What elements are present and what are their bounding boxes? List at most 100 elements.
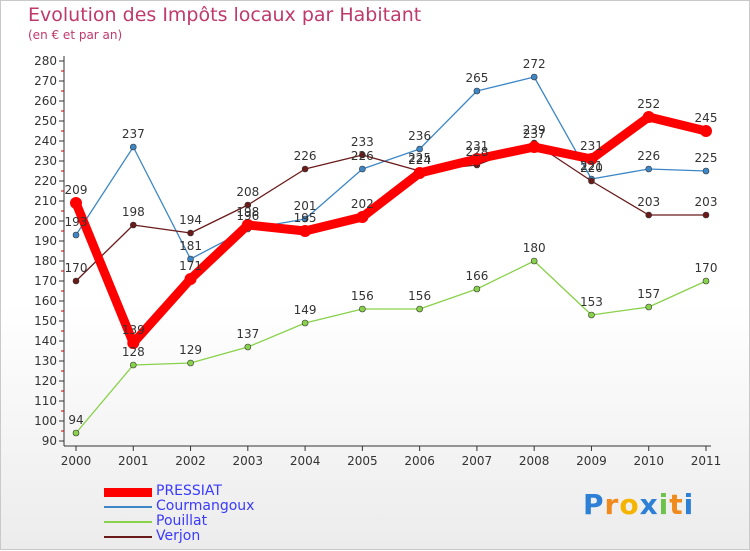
data-label-verjon: 228 xyxy=(465,145,488,159)
data-label-courmangoux: 225 xyxy=(695,151,718,165)
legend-label-verjon: Verjon xyxy=(156,528,201,544)
data-label-pressiat: 245 xyxy=(695,111,718,125)
data-point-verjon xyxy=(187,229,194,237)
data-point-pouillat xyxy=(244,343,252,351)
series-line-verjon xyxy=(75,142,707,282)
y-tick-label: 210 xyxy=(34,194,57,208)
y-tick-label: 270 xyxy=(34,74,57,88)
data-point-verjon xyxy=(702,211,710,219)
data-point-pressiat xyxy=(413,167,426,179)
y-tick-label: 140 xyxy=(34,334,57,348)
data-label-pouillat: 157 xyxy=(637,287,660,301)
data-label-verjon: 226 xyxy=(294,149,317,163)
data-point-pressiat xyxy=(127,337,140,349)
data-label-courmangoux: 236 xyxy=(408,129,431,143)
y-tick-label: 100 xyxy=(34,414,57,428)
logo-letter: x xyxy=(639,488,659,521)
chart-title: Evolution des Impôts locaux par Habitant xyxy=(28,4,422,26)
data-label-pouillat: 153 xyxy=(580,295,603,309)
legend-swatch-pouillat xyxy=(104,521,152,523)
data-point-courmangoux xyxy=(702,167,710,175)
y-tick-label: 170 xyxy=(34,274,57,288)
logo-letter: o xyxy=(619,488,640,521)
data-label-courmangoux: 201 xyxy=(294,199,317,213)
proxiti-logo: Proxiti xyxy=(583,488,694,521)
data-point-pouillat xyxy=(588,311,595,319)
legend-swatch-courmangoux xyxy=(104,506,152,508)
data-label-pouillat: 129 xyxy=(179,343,202,357)
data-point-verjon xyxy=(588,177,595,185)
data-label-pouillat: 156 xyxy=(408,289,431,303)
data-point-verjon xyxy=(129,221,137,229)
data-label-pressiat: 195 xyxy=(294,211,317,225)
data-point-courmangoux xyxy=(187,255,194,263)
legend-label-pressiat: PRESSIAT xyxy=(156,483,222,499)
logo-letter: r xyxy=(604,488,620,521)
data-point-courmangoux xyxy=(359,165,366,173)
data-point-pressiat xyxy=(585,153,598,165)
data-label-courmangoux: 196 xyxy=(236,209,259,223)
data-label-verjon: 170 xyxy=(65,261,88,275)
data-point-courmangoux xyxy=(530,73,538,81)
data-label-pressiat: 237 xyxy=(523,127,546,141)
y-tick-label: 110 xyxy=(34,394,57,408)
data-label-pouillat: 180 xyxy=(523,241,546,255)
data-label-pouillat: 94 xyxy=(68,413,83,427)
x-tick-label: 2011 xyxy=(691,454,722,468)
data-label-verjon: 208 xyxy=(236,185,259,199)
data-label-pouillat: 137 xyxy=(236,327,259,341)
data-point-verjon xyxy=(301,165,309,173)
data-point-courmangoux xyxy=(129,143,137,151)
data-point-pouillat xyxy=(473,285,481,293)
data-label-pouillat: 149 xyxy=(294,303,317,317)
y-tick-label: 150 xyxy=(34,314,57,328)
data-point-pressiat xyxy=(470,153,483,165)
data-point-pressiat xyxy=(184,273,197,285)
data-label-verjon: 225 xyxy=(408,151,431,165)
logo-letter: i xyxy=(658,488,670,521)
data-point-verjon xyxy=(359,151,366,159)
data-point-pouillat xyxy=(702,277,710,285)
logo-letter: i xyxy=(683,488,695,521)
data-label-pouillat: 156 xyxy=(351,289,374,303)
data-point-verjon xyxy=(72,277,80,285)
data-point-pouillat xyxy=(187,359,194,367)
x-tick-label: 2004 xyxy=(290,454,321,468)
data-label-verjon: 220 xyxy=(580,161,603,175)
data-label-courmangoux: 193 xyxy=(65,215,88,229)
legend-swatch-verjon xyxy=(104,536,152,538)
x-tick-label: 2009 xyxy=(576,454,607,468)
data-point-pouillat xyxy=(645,303,653,311)
data-point-pressiat xyxy=(356,211,369,223)
y-tick-label: 190 xyxy=(34,234,57,248)
data-point-courmangoux xyxy=(416,145,423,153)
data-point-pouillat xyxy=(301,319,309,327)
data-label-pouillat: 128 xyxy=(122,345,145,359)
y-tick-label: 220 xyxy=(34,174,57,188)
data-label-verjon: 203 xyxy=(637,195,660,209)
data-label-verjon: 203 xyxy=(695,195,718,209)
series-line-pouillat xyxy=(75,260,707,434)
data-point-courmangoux xyxy=(72,231,80,239)
x-tick-label: 2005 xyxy=(347,454,378,468)
y-tick-label: 260 xyxy=(34,94,57,108)
data-point-pressiat xyxy=(700,125,712,137)
y-tick-label: 180 xyxy=(34,254,57,268)
data-label-courmangoux: 237 xyxy=(122,127,145,141)
x-tick-label: 2007 xyxy=(462,454,493,468)
data-label-pouillat: 170 xyxy=(695,261,718,275)
data-label-pressiat: 139 xyxy=(122,323,145,337)
data-label-courmangoux: 272 xyxy=(523,57,546,71)
series-line-courmangoux xyxy=(75,76,707,260)
data-point-pouillat xyxy=(359,305,366,313)
data-label-pressiat: 202 xyxy=(351,197,374,211)
data-point-pouillat xyxy=(416,305,423,313)
data-label-pressiat: 224 xyxy=(408,153,431,167)
y-tick-label: 200 xyxy=(34,214,57,228)
data-label-verjon: 198 xyxy=(122,205,145,219)
legend-label-courmangoux: Courmangoux xyxy=(156,498,255,514)
data-label-pressiat: 209 xyxy=(65,183,88,197)
y-tick-label: 240 xyxy=(34,134,57,148)
data-label-verjon: 233 xyxy=(351,135,374,149)
data-label-courmangoux: 226 xyxy=(351,149,374,163)
